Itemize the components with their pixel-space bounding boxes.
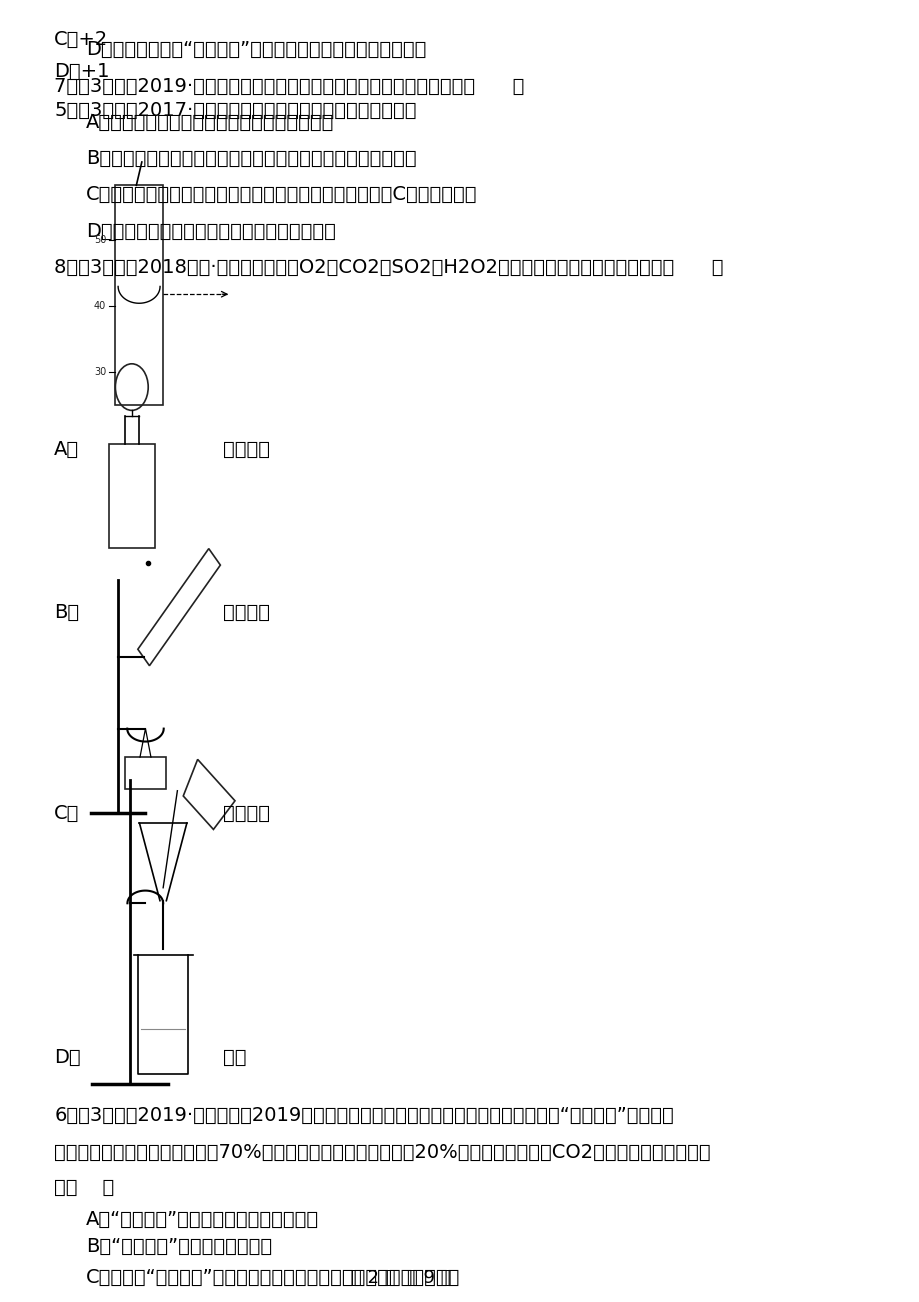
Text: 第 2 页  共 9 页: 第 2 页 共 9 页 bbox=[350, 1269, 450, 1288]
Text: 50: 50 bbox=[94, 236, 107, 245]
Text: 吸取液体: 吸取液体 bbox=[222, 603, 269, 622]
Text: 加热液体: 加热液体 bbox=[222, 803, 269, 823]
Text: 过滤: 过滤 bbox=[222, 1048, 246, 1068]
Text: 8．（3分）（2018九上·长宁期末）关于O2、CO2、SO2、H2O2四种物质组成的说法，正确的是（      ）: 8．（3分）（2018九上·长宁期末）关于O2、CO2、SO2、H2O2四种物质… bbox=[54, 258, 723, 277]
Text: 7．（3分）（2019·濉溪模拟）化学与生活密切相关，下列说法正确的是（      ）: 7．（3分）（2019·濉溪模拟）化学与生活密切相关，下列说法正确的是（ ） bbox=[54, 77, 524, 95]
Text: C．: C． bbox=[54, 803, 80, 823]
Text: 量筒读数: 量筒读数 bbox=[222, 440, 269, 460]
Text: 是（    ）: 是（ ） bbox=[54, 1177, 115, 1197]
Text: C．太空中“人造空气”中的氧分子和我校教室内的氧分子化学性质相同: C．太空中“人造空气”中的氧分子和我校教室内的氧分子化学性质相同 bbox=[86, 1268, 460, 1288]
Bar bbox=[115, 185, 163, 405]
Text: 40: 40 bbox=[94, 301, 107, 311]
Text: D．: D． bbox=[54, 1048, 81, 1068]
Text: A．“人造空气”比普通空气中的氮气含量低: A．“人造空气”比普通空气中的氮气含量低 bbox=[86, 1210, 319, 1229]
Text: D．+1: D．+1 bbox=[54, 62, 109, 82]
Text: 6．（3分）（2019·贵池模拟）2019年春节，电影《流浪地球》的热播让普通人了解到“人造空气”帮助人类: 6．（3分）（2019·贵池模拟）2019年春节，电影《流浪地球》的热播让普通人… bbox=[54, 1107, 674, 1125]
Text: 5．（3分）（2017·深圳模拟）下列图示实验操作中，正确的是: 5．（3分）（2017·深圳模拟）下列图示实验操作中，正确的是 bbox=[54, 102, 416, 120]
Bar bbox=[125, 756, 165, 789]
Text: D．日常生活中用含碳酸钓的发酵粉来焙制糕点: D．日常生活中用含碳酸钓的发酵粉来焙制糕点 bbox=[86, 221, 335, 241]
Text: A．用甲醉水溶液浸泡海产品，以达到保鲜目的: A．用甲醉水溶液浸泡海产品，以达到保鲜目的 bbox=[86, 113, 335, 132]
Text: B．“人造空气”中的分子静止不动: B．“人造空气”中的分子静止不动 bbox=[86, 1237, 272, 1256]
Text: C．+2: C．+2 bbox=[54, 30, 108, 49]
Text: B．糖类、油脂两种营养物质能为人体提供能量，蛋白质则不能: B．糖类、油脂两种营养物质能为人体提供能量，蛋白质则不能 bbox=[86, 148, 416, 168]
Bar bbox=[108, 444, 154, 548]
Text: A．: A． bbox=[54, 440, 79, 460]
Text: 实现了太空漫步的梦想，它含有70%的氮气（体积分数，下同）、20%以上的氧气、还有CO2等。下列说法不正确的: 实现了太空漫步的梦想，它含有70%的氮气（体积分数，下同）、20%以上的氧气、还… bbox=[54, 1143, 710, 1161]
Text: 30: 30 bbox=[94, 367, 107, 378]
Text: B．: B． bbox=[54, 603, 79, 622]
Text: C．维生素可以起到维持身体健康的重要作用，缺乏维生素C会引起夜盲症: C．维生素可以起到维持身体健康的重要作用，缺乏维生素C会引起夜盲症 bbox=[86, 185, 477, 204]
Text: D．在太空中呼吸“人造空气”时，氧气被消耗但氧原子并未消失: D．在太空中呼吸“人造空气”时，氧气被消耗但氧原子并未消失 bbox=[86, 40, 426, 60]
